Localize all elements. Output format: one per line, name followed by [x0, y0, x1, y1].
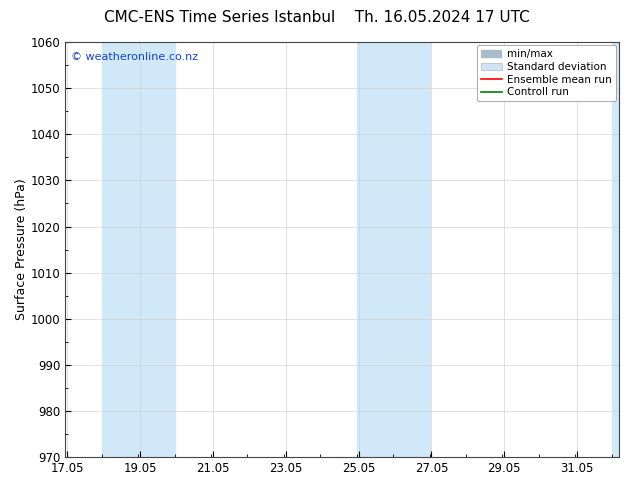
Bar — [102, 42, 174, 457]
Text: © weatheronline.co.nz: © weatheronline.co.nz — [71, 52, 198, 62]
Bar — [357, 42, 430, 457]
Y-axis label: Surface Pressure (hPa): Surface Pressure (hPa) — [15, 179, 28, 320]
Legend: min/max, Standard deviation, Ensemble mean run, Controll run: min/max, Standard deviation, Ensemble me… — [477, 45, 616, 101]
Bar — [612, 42, 630, 457]
Text: CMC-ENS Time Series Istanbul    Th. 16.05.2024 17 UTC: CMC-ENS Time Series Istanbul Th. 16.05.2… — [104, 10, 530, 25]
